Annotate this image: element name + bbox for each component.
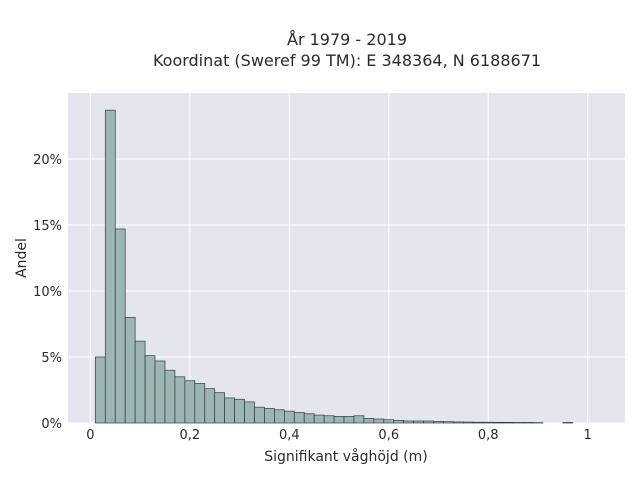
histogram-bar bbox=[562, 422, 574, 424]
histogram-bar bbox=[423, 420, 434, 424]
histogram-bar bbox=[274, 409, 285, 424]
histogram-bar bbox=[283, 410, 295, 424]
histogram-bar bbox=[393, 420, 405, 424]
x-tick-label: 0,8 bbox=[478, 428, 499, 443]
y-tick-label: 10% bbox=[33, 285, 62, 300]
histogram-bar bbox=[303, 413, 315, 424]
histogram-bar bbox=[184, 380, 196, 424]
histogram-bar bbox=[522, 422, 534, 424]
histogram-bar bbox=[383, 419, 395, 424]
histogram-bar bbox=[492, 421, 504, 424]
x-axis-ticks: 0 0,2 0,4 0,6 0,8 1 bbox=[86, 428, 592, 443]
y-tick-label: 15% bbox=[33, 219, 62, 234]
histogram-bar bbox=[433, 421, 444, 424]
x-tick-label: 0,4 bbox=[279, 428, 300, 443]
y-tick-label: 0% bbox=[41, 417, 62, 432]
histogram-bar bbox=[293, 412, 305, 424]
histogram-bar bbox=[463, 421, 474, 424]
histogram-bar bbox=[512, 422, 524, 424]
histogram-bar bbox=[453, 421, 464, 424]
chart-title-line2: Koordinat (Sweref 99 TM): E 348364, N 61… bbox=[153, 51, 541, 70]
histogram-bar bbox=[244, 401, 255, 424]
histogram-bar bbox=[224, 397, 235, 424]
x-tick-label: 0,6 bbox=[378, 428, 399, 443]
histogram-bar bbox=[234, 398, 245, 424]
histogram-bar bbox=[482, 421, 494, 424]
y-tick-label: 5% bbox=[41, 351, 62, 366]
histogram-bar bbox=[154, 360, 166, 424]
histogram-bar bbox=[353, 415, 365, 424]
histogram-bar bbox=[194, 383, 206, 424]
chart-title-line1: År 1979 - 2019 bbox=[287, 30, 407, 49]
histogram-bar bbox=[254, 406, 265, 424]
y-tick-label: 20% bbox=[33, 153, 62, 168]
histogram-bar bbox=[472, 421, 484, 424]
histogram-bar bbox=[403, 420, 414, 424]
histogram-bar bbox=[204, 388, 216, 424]
y-axis-ticks: 0% 5% 10% 15% 20% bbox=[33, 153, 62, 432]
histogram-bar bbox=[114, 228, 126, 424]
histogram-bars bbox=[95, 109, 574, 424]
histogram-bar bbox=[164, 369, 176, 424]
histogram-bar bbox=[502, 421, 514, 424]
histogram-bar bbox=[95, 356, 106, 424]
x-axis-label: Signifikant våghöjd (m) bbox=[264, 448, 427, 465]
histogram-bar bbox=[313, 414, 325, 424]
x-tick-label: 0 bbox=[86, 428, 94, 443]
x-tick-label: 0,2 bbox=[180, 428, 201, 443]
histogram-bar bbox=[174, 376, 186, 424]
histogram-bar bbox=[443, 421, 454, 424]
histogram-bar bbox=[144, 355, 156, 424]
histogram-bar bbox=[134, 340, 146, 424]
histogram-bar bbox=[214, 392, 226, 424]
histogram-bar bbox=[333, 416, 345, 424]
x-tick-label: 1 bbox=[584, 428, 592, 443]
histogram-bar bbox=[413, 420, 424, 424]
histogram-bar bbox=[104, 109, 116, 424]
histogram-bar bbox=[343, 416, 355, 424]
y-axis-label: Andel bbox=[14, 238, 30, 278]
histogram-bar bbox=[363, 418, 375, 424]
histogram-bar bbox=[323, 415, 335, 424]
histogram-bar bbox=[264, 408, 275, 424]
histogram-bar bbox=[124, 317, 136, 424]
histogram-bar bbox=[373, 418, 385, 424]
